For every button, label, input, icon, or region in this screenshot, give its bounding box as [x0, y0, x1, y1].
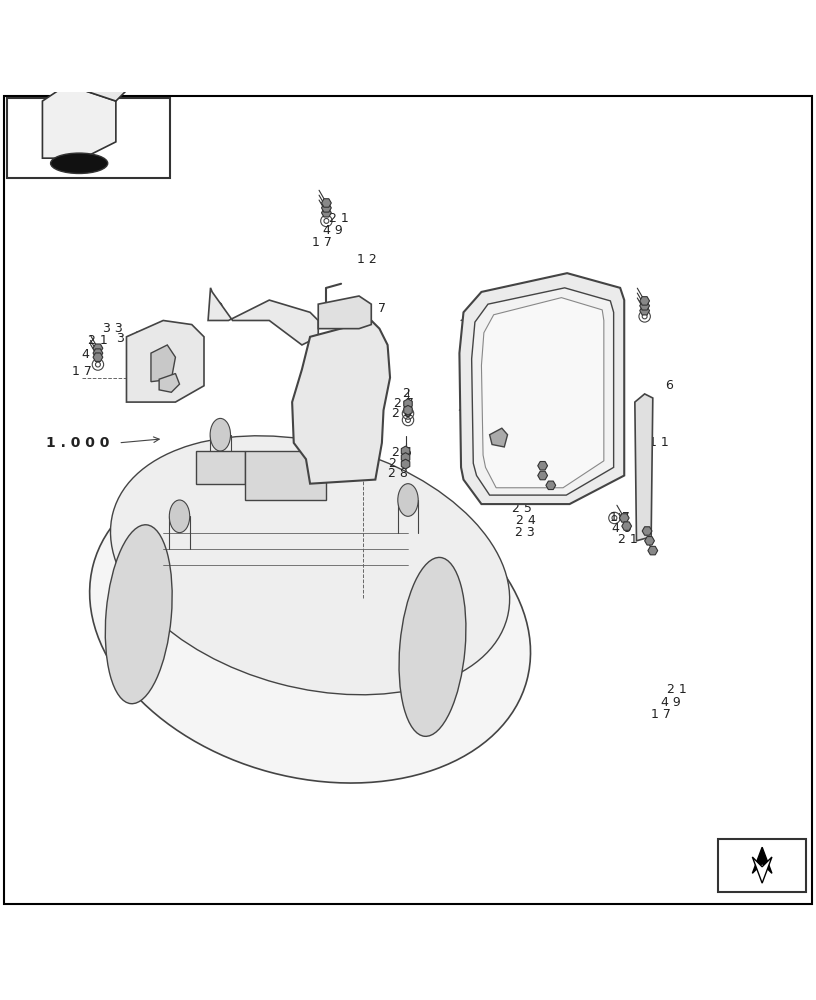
Text: 1 7: 1 7 [494, 397, 514, 410]
Bar [7, 98, 170, 178]
Ellipse shape [398, 484, 419, 516]
Text: 1 0: 1 0 [480, 334, 499, 347]
Text: 7: 7 [378, 302, 386, 315]
Polygon shape [245, 451, 326, 500]
Text: 1 7: 1 7 [651, 708, 671, 721]
Circle shape [215, 303, 222, 309]
Text: 1 5: 1 5 [171, 381, 191, 394]
Polygon shape [42, 85, 116, 158]
Ellipse shape [110, 436, 510, 695]
Text: 1 2: 1 2 [357, 253, 377, 266]
Text: 1 . 0 0 0: 1 . 0 0 0 [46, 436, 109, 450]
Ellipse shape [105, 525, 172, 704]
Text: 3 4: 3 4 [145, 340, 165, 353]
Bar [718, 839, 806, 892]
Text: 4 9: 4 9 [82, 348, 102, 361]
Polygon shape [67, 64, 132, 101]
Text: 4 9: 4 9 [612, 522, 632, 535]
Ellipse shape [399, 557, 466, 736]
Text: 2 8: 2 8 [392, 407, 411, 420]
Text: 2 4: 2 4 [517, 514, 536, 527]
Polygon shape [481, 298, 604, 488]
Text: 4 9: 4 9 [323, 224, 343, 237]
Text: 2 1: 2 1 [329, 212, 348, 225]
Circle shape [372, 414, 382, 423]
Text: 4 8: 4 8 [526, 461, 546, 474]
Text: 1 3: 1 3 [527, 432, 547, 445]
Polygon shape [292, 320, 390, 484]
Text: 2 1: 2 1 [88, 334, 108, 347]
Text: 2 8: 2 8 [388, 467, 408, 480]
Ellipse shape [333, 418, 353, 451]
Ellipse shape [211, 418, 231, 451]
Text: 2 6: 2 6 [392, 446, 411, 459]
Text: 1 7: 1 7 [610, 511, 630, 524]
Ellipse shape [51, 153, 108, 173]
Bar [180, 451, 359, 598]
Text: 2 3: 2 3 [515, 526, 534, 539]
Text: 3 0: 3 0 [135, 348, 155, 361]
Text: 2: 2 [402, 387, 410, 400]
Text: 1 4: 1 4 [484, 447, 503, 460]
Text: 2 1: 2 1 [667, 683, 687, 696]
Text: 3 4: 3 4 [117, 332, 136, 345]
Text: 1 6: 1 6 [135, 330, 155, 343]
Text: 3 5: 3 5 [141, 360, 161, 373]
Text: 2 7: 2 7 [394, 397, 414, 410]
Text: 1 7: 1 7 [313, 236, 332, 249]
Circle shape [498, 405, 506, 413]
Polygon shape [459, 273, 624, 504]
Polygon shape [151, 345, 175, 382]
Polygon shape [208, 288, 318, 345]
Text: 2 5: 2 5 [512, 502, 532, 515]
Ellipse shape [170, 500, 189, 533]
Text: 2 1: 2 1 [535, 481, 555, 494]
Text: 1 8: 1 8 [498, 410, 517, 423]
Polygon shape [196, 451, 245, 484]
Text: 1 7: 1 7 [72, 365, 91, 378]
Text: 4 9: 4 9 [526, 471, 546, 484]
Polygon shape [635, 394, 653, 541]
Polygon shape [159, 374, 180, 392]
Circle shape [375, 381, 384, 391]
Polygon shape [318, 296, 371, 329]
Polygon shape [752, 847, 772, 873]
Text: 2 1: 2 1 [619, 533, 638, 546]
Text: 6: 6 [665, 379, 673, 392]
Polygon shape [490, 428, 508, 447]
Polygon shape [472, 288, 614, 495]
Text: 3 3: 3 3 [103, 322, 122, 335]
Ellipse shape [90, 462, 530, 783]
Polygon shape [126, 320, 204, 402]
Circle shape [369, 446, 379, 456]
Text: 4 9: 4 9 [661, 696, 681, 709]
Text: 2 7: 2 7 [389, 457, 409, 470]
Polygon shape [752, 857, 772, 883]
Text: 1 1: 1 1 [650, 436, 669, 449]
